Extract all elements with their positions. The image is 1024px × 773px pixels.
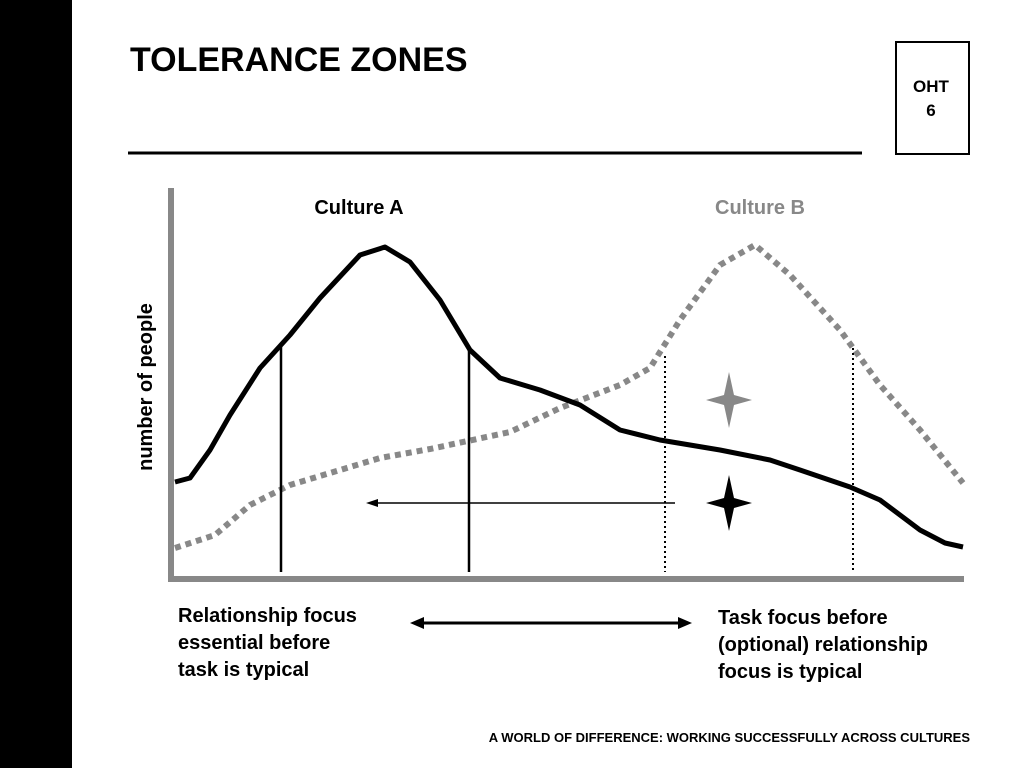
left-caption: essential before xyxy=(178,632,330,654)
culture-b-curve xyxy=(174,241,966,551)
y-axis-label: number of people xyxy=(135,303,157,471)
right-caption: (optional) relationship xyxy=(718,634,928,656)
right-caption: Task focus before xyxy=(718,607,888,629)
star xyxy=(706,372,752,428)
badge-box xyxy=(895,41,970,155)
side-bar xyxy=(0,0,72,768)
culture-a-label: Culture A xyxy=(314,197,403,219)
arrow-head xyxy=(410,617,424,629)
right-caption: focus is typical xyxy=(718,661,863,683)
badge-line: OHT xyxy=(913,77,950,96)
arrow-head xyxy=(366,499,378,507)
title: TOLERANCE ZONES xyxy=(130,41,468,79)
badge-line: 6 xyxy=(926,101,935,120)
footer: A WORLD OF DIFFERENCE: WORKING SUCCESSFU… xyxy=(489,730,971,745)
star xyxy=(706,475,752,531)
culture-b-label: Culture B xyxy=(715,197,805,219)
arrow-head xyxy=(678,617,692,629)
culture-a-curve xyxy=(174,244,964,550)
left-caption: Relationship focus xyxy=(178,605,357,627)
left-caption: task is typical xyxy=(178,659,309,681)
